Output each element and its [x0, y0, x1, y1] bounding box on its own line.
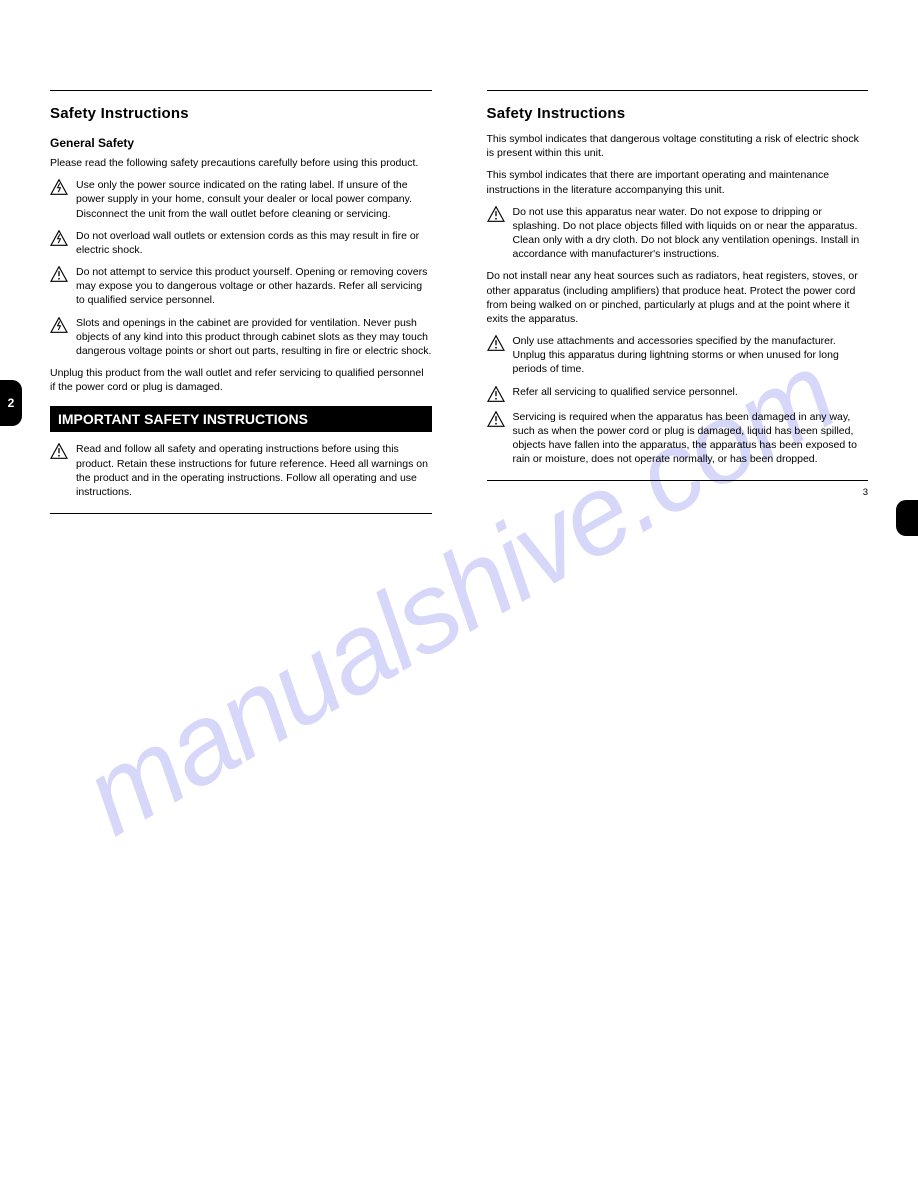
intro-text: Please read the following safety precaut…	[50, 156, 432, 170]
safety-item: Only use attachments and accessories spe…	[487, 334, 869, 377]
section-title: Safety Instructions	[50, 105, 432, 122]
left-column: Safety Instructions General Safety Pleas…	[50, 90, 432, 514]
warning-icon	[50, 443, 68, 459]
safety-item: Do not attempt to service this product y…	[50, 265, 432, 308]
lightning-bolt-icon	[50, 230, 68, 246]
page-content: Safety Instructions General Safety Pleas…	[0, 0, 918, 1188]
safety-item-text: Servicing is required when the apparatus…	[513, 410, 869, 467]
page-number: 3	[487, 487, 869, 498]
lightning-bolt-icon	[50, 179, 68, 195]
intro-line: This symbol indicates that dangerous vol…	[487, 132, 869, 160]
subsection-title: General Safety	[50, 136, 432, 150]
safety-item-text: Only use attachments and accessories spe…	[513, 334, 869, 377]
intro-line: This symbol indicates that there are imp…	[487, 168, 869, 196]
safety-item: Do not use this apparatus near water. Do…	[487, 205, 869, 262]
safety-item-text: Refer all servicing to qualified service…	[513, 385, 738, 399]
two-column-layout: Safety Instructions General Safety Pleas…	[50, 90, 868, 514]
safety-item-text: Read and follow all safety and operating…	[76, 442, 432, 499]
lightning-bolt-icon	[50, 317, 68, 333]
right-column: Safety Instructions This symbol indicate…	[487, 90, 869, 514]
warning-icon	[487, 206, 505, 222]
column-bottom-rule	[50, 513, 432, 514]
warning-icon	[50, 266, 68, 282]
column-top-rule	[50, 90, 432, 91]
column-top-rule	[487, 90, 869, 91]
extra-note: Unplug this product from the wall outlet…	[50, 366, 432, 394]
safety-item: Do not overload wall outlets or extensio…	[50, 229, 432, 257]
column-bottom-rule	[487, 480, 869, 481]
warning-icon	[487, 411, 505, 427]
safety-item-text: Do not attempt to service this product y…	[76, 265, 432, 308]
safety-item-text: Slots and openings in the cabinet are pr…	[76, 316, 432, 359]
warning-icon	[487, 386, 505, 402]
safety-item-text: Do not use this apparatus near water. Do…	[513, 205, 869, 262]
safety-item: Use only the power source indicated on t…	[50, 178, 432, 221]
section-title: Safety Instructions	[487, 105, 869, 122]
safety-item: Read and follow all safety and operating…	[50, 442, 432, 499]
safety-item-text: Do not overload wall outlets or extensio…	[76, 229, 432, 257]
safety-item: Slots and openings in the cabinet are pr…	[50, 316, 432, 359]
warning-icon	[487, 335, 505, 351]
safety-item: Refer all servicing to qualified service…	[487, 385, 869, 402]
important-safety-bar: IMPORTANT SAFETY INSTRUCTIONS	[50, 406, 432, 432]
safety-item-text: Use only the power source indicated on t…	[76, 178, 432, 221]
safety-item: Servicing is required when the apparatus…	[487, 410, 869, 467]
safety-item-text: Do not install near any heat sources suc…	[487, 269, 869, 326]
